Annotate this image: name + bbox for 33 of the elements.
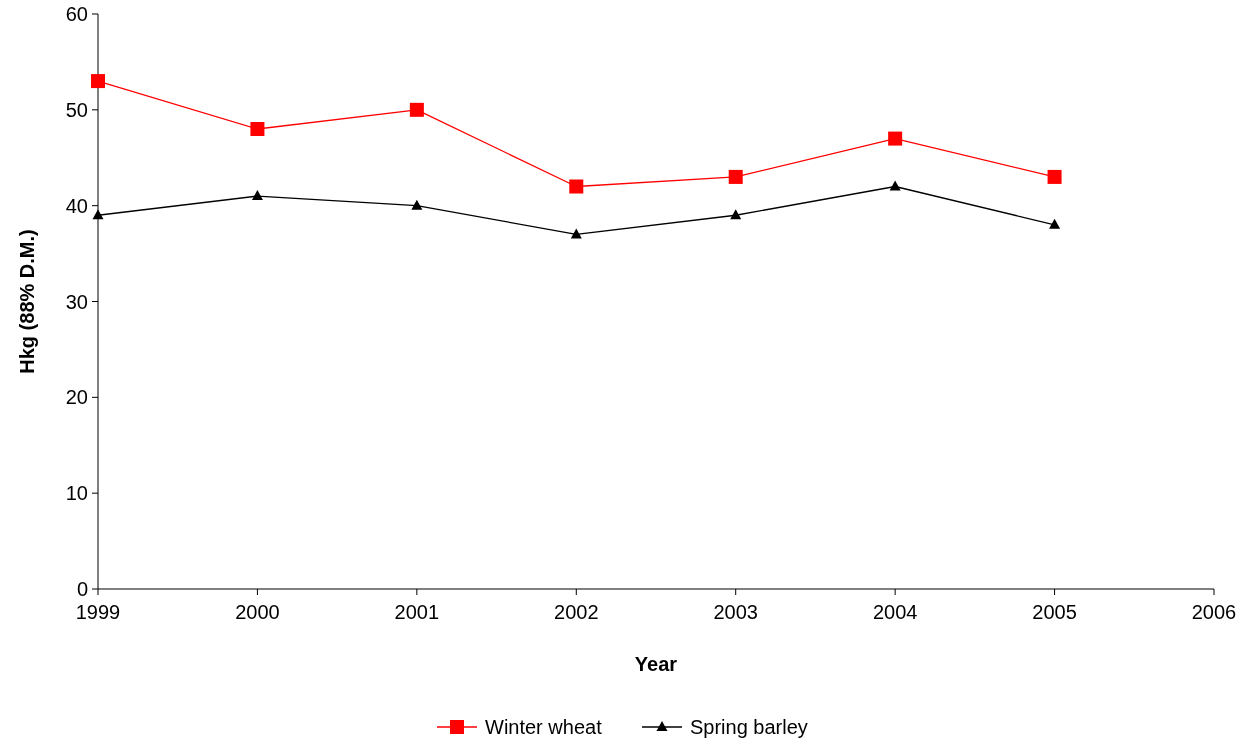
legend-label: Spring barley (690, 716, 808, 738)
y-tick-label: 40 (65, 194, 88, 217)
y-tick-label: 0 (76, 578, 88, 600)
point (250, 122, 265, 136)
point (411, 199, 423, 210)
point (888, 131, 903, 146)
legend-label: Winter wheat (485, 716, 603, 738)
point (569, 179, 584, 194)
x-tick-label: 2003 (713, 601, 758, 623)
y-tick-label: 10 (65, 482, 88, 505)
y-tick-label: 50 (65, 98, 88, 121)
y-axis-title: Hkg (88% D.M.) (16, 229, 38, 374)
point (91, 74, 105, 89)
point (889, 180, 901, 191)
point (92, 209, 104, 220)
x-tick-label: 2002 (554, 601, 599, 623)
x-tick-label: 2006 (1191, 601, 1237, 623)
x-tick-label: 1999 (75, 601, 121, 623)
x-tick-label: 2004 (872, 601, 918, 623)
point (570, 228, 582, 239)
point (728, 169, 743, 184)
point (1047, 169, 1062, 184)
y-tick-label: 30 (65, 290, 88, 313)
y-tick-label: 20 (65, 386, 88, 409)
point (730, 209, 742, 220)
x-tick-label: 2001 (394, 601, 440, 623)
x-axis-title: Year (634, 653, 678, 675)
x-tick-label: 2000 (235, 601, 280, 623)
y-tick-label: 60 (65, 3, 88, 25)
x-tick-label: 2005 (1032, 601, 1077, 623)
point (1049, 218, 1061, 229)
point (409, 102, 424, 117)
point (251, 190, 263, 201)
